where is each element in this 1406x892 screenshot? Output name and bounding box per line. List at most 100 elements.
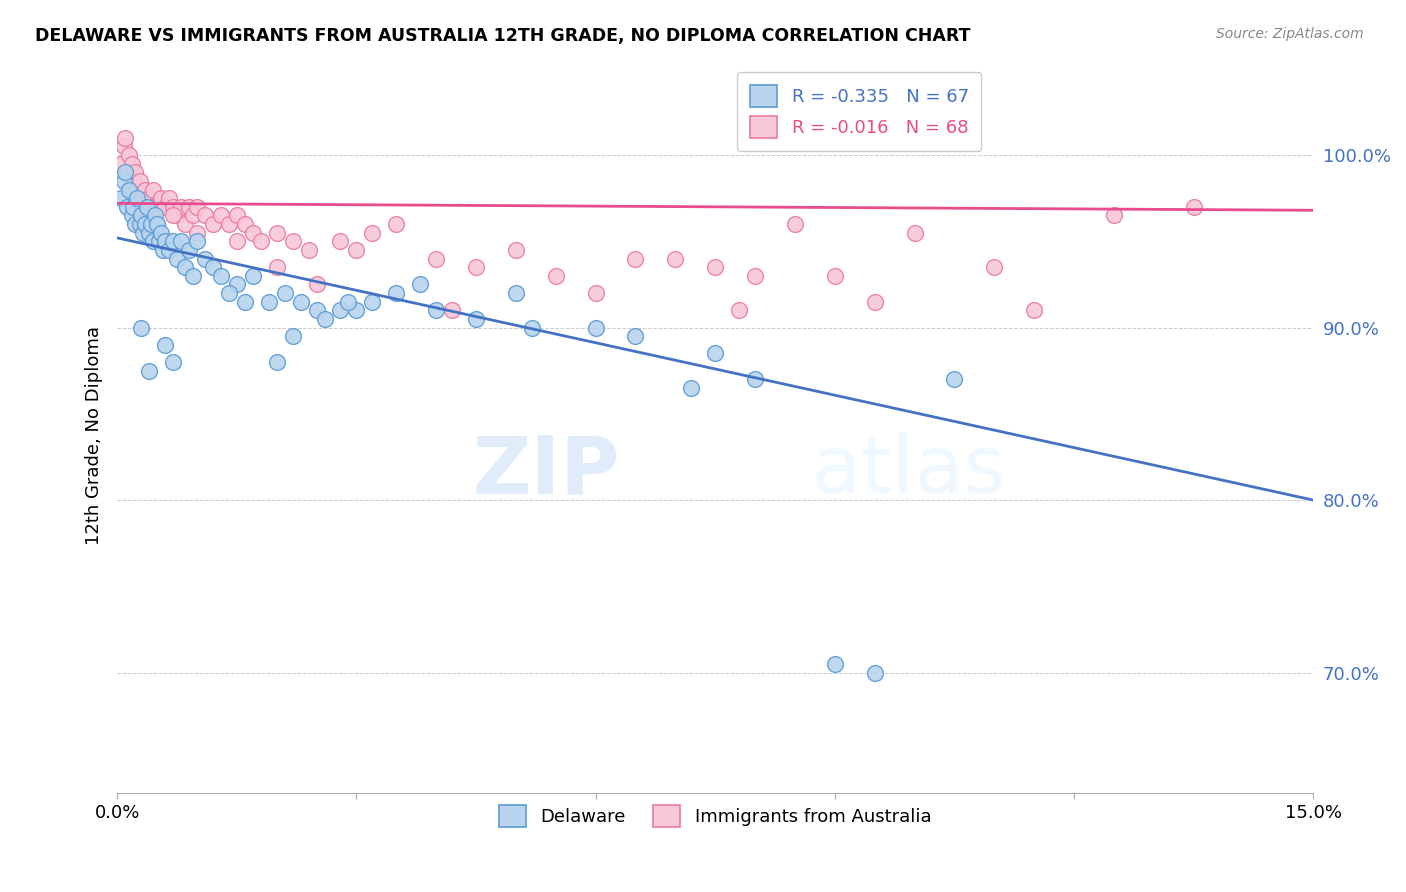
Point xyxy=(425,303,447,318)
Point xyxy=(146,217,169,231)
Point xyxy=(136,200,159,214)
Point xyxy=(744,268,766,283)
Point xyxy=(385,217,408,231)
Point xyxy=(1024,303,1046,318)
Point xyxy=(314,312,336,326)
Point xyxy=(136,200,159,214)
Point xyxy=(624,329,647,343)
Point xyxy=(505,243,527,257)
Point xyxy=(112,174,135,188)
Point xyxy=(281,329,304,343)
Point xyxy=(824,268,846,283)
Point xyxy=(344,243,367,257)
Point xyxy=(170,200,193,214)
Point xyxy=(186,200,208,214)
Point xyxy=(118,183,141,197)
Point xyxy=(744,372,766,386)
Point xyxy=(145,209,167,223)
Point xyxy=(115,200,138,214)
Point xyxy=(121,209,143,223)
Point xyxy=(157,243,180,257)
Point xyxy=(544,268,567,283)
Point xyxy=(131,226,153,240)
Point xyxy=(704,346,727,360)
Point xyxy=(209,268,232,283)
Point xyxy=(585,320,607,334)
Point xyxy=(131,191,153,205)
Y-axis label: 12th Grade, No Diploma: 12th Grade, No Diploma xyxy=(86,326,103,545)
Point xyxy=(114,165,136,179)
Point xyxy=(127,191,149,205)
Text: ZIP: ZIP xyxy=(472,433,620,510)
Point xyxy=(305,277,328,292)
Point xyxy=(337,294,360,309)
Point xyxy=(162,355,184,369)
Point xyxy=(297,243,319,257)
Point xyxy=(361,226,384,240)
Point xyxy=(139,200,162,214)
Point xyxy=(118,148,141,162)
Point xyxy=(122,200,145,214)
Point xyxy=(142,235,165,249)
Point xyxy=(520,320,543,334)
Point xyxy=(129,320,152,334)
Point xyxy=(242,268,264,283)
Text: atlas: atlas xyxy=(811,433,1005,510)
Point xyxy=(128,174,150,188)
Point xyxy=(153,235,176,249)
Point xyxy=(115,165,138,179)
Point xyxy=(153,200,176,214)
Point xyxy=(290,294,312,309)
Point xyxy=(138,364,160,378)
Point xyxy=(142,183,165,197)
Point xyxy=(704,260,727,275)
Point xyxy=(110,191,132,205)
Point xyxy=(585,286,607,301)
Point xyxy=(194,209,217,223)
Point xyxy=(1182,200,1205,214)
Point xyxy=(783,217,806,231)
Point xyxy=(124,165,146,179)
Point xyxy=(186,235,208,249)
Point xyxy=(233,217,256,231)
Point xyxy=(138,226,160,240)
Point xyxy=(129,209,152,223)
Point xyxy=(134,183,156,197)
Point xyxy=(266,260,288,275)
Point xyxy=(233,294,256,309)
Text: DELAWARE VS IMMIGRANTS FROM AUSTRALIA 12TH GRADE, NO DIPLOMA CORRELATION CHART: DELAWARE VS IMMIGRANTS FROM AUSTRALIA 12… xyxy=(35,27,970,45)
Point xyxy=(114,131,136,145)
Point xyxy=(127,183,149,197)
Point xyxy=(186,226,208,240)
Point xyxy=(863,665,886,680)
Point xyxy=(181,268,204,283)
Point xyxy=(218,286,240,301)
Point xyxy=(441,303,464,318)
Point xyxy=(162,200,184,214)
Point xyxy=(505,286,527,301)
Point xyxy=(153,338,176,352)
Point xyxy=(409,277,432,292)
Point xyxy=(943,372,966,386)
Point xyxy=(824,657,846,671)
Point xyxy=(425,252,447,266)
Point xyxy=(166,252,188,266)
Point xyxy=(903,226,925,240)
Point xyxy=(266,355,288,369)
Point xyxy=(177,243,200,257)
Point xyxy=(146,217,169,231)
Point xyxy=(121,157,143,171)
Point xyxy=(110,157,132,171)
Point xyxy=(157,191,180,205)
Point xyxy=(194,252,217,266)
Point xyxy=(225,209,247,223)
Point xyxy=(465,260,488,275)
Point xyxy=(152,243,174,257)
Legend: Delaware, Immigrants from Australia: Delaware, Immigrants from Australia xyxy=(492,798,939,834)
Point xyxy=(728,303,751,318)
Point xyxy=(150,191,173,205)
Point xyxy=(257,294,280,309)
Point xyxy=(681,381,703,395)
Point xyxy=(201,217,224,231)
Point xyxy=(983,260,1005,275)
